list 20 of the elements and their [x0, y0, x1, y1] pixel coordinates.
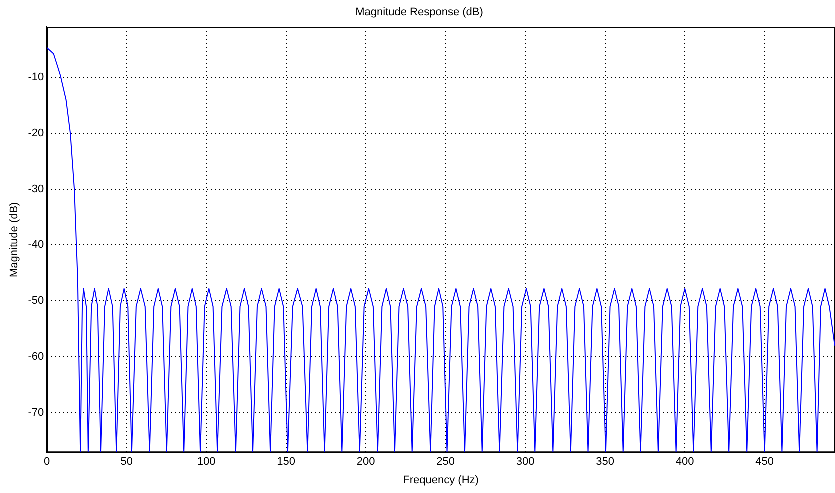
y-tick-label: -10: [28, 72, 44, 84]
x-tick-label: 400: [676, 456, 694, 468]
x-tick-label: 350: [596, 456, 615, 468]
y-axis-title: Magnitude (dB): [8, 202, 21, 278]
chart-title: Magnitude Response (dB): [356, 6, 484, 19]
x-tick-label: 250: [436, 456, 456, 468]
x-tick-label: 50: [120, 456, 133, 468]
x-tick-label: 300: [516, 456, 535, 468]
y-tick-label: -50: [28, 295, 44, 308]
x-tick-label: 100: [197, 456, 216, 468]
x-axis-title: Frequency (Hz): [403, 474, 479, 486]
x-tick-label: 150: [277, 456, 296, 468]
y-tick-label: -40: [28, 239, 44, 252]
y-tick-label: -30: [28, 183, 44, 196]
y-tick-label: -60: [28, 351, 44, 364]
y-tick-label: -70: [28, 406, 44, 419]
x-tick-label: 200: [356, 456, 376, 468]
x-tick-label: 0: [44, 456, 50, 468]
x-tick-label: 450: [756, 456, 774, 468]
y-tick-label: -20: [28, 127, 44, 140]
